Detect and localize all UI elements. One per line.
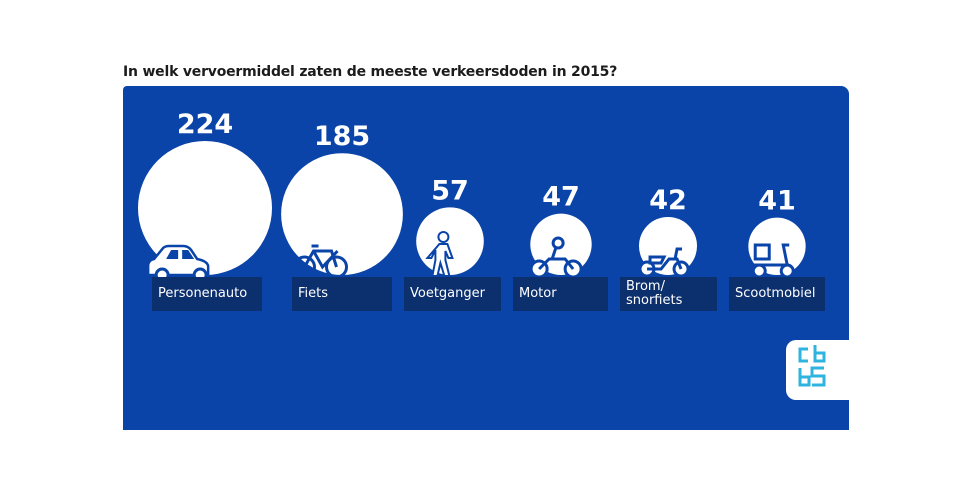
value-label-2: 57	[431, 175, 469, 206]
category-label-1: Fiets	[292, 277, 392, 311]
motorcycle-icon	[529, 236, 583, 279]
value-label-5: 41	[758, 186, 796, 217]
category-label-4: Brom/snorfiets	[620, 277, 717, 311]
value-label-3: 47	[542, 182, 580, 213]
value-label-0: 224	[177, 109, 233, 140]
bubble-chart: 224 185 57 47 42 41	[138, 109, 806, 283]
cbs-logo	[786, 340, 849, 400]
bubble-0	[138, 141, 272, 275]
category-label-3: Motor	[513, 277, 608, 311]
chart-panel: 224 185 57 47 42 41	[123, 86, 849, 430]
category-label-5: Scootmobiel	[729, 277, 825, 311]
pedestrian-icon	[425, 231, 454, 277]
bubble-5	[748, 217, 806, 275]
value-label-1: 185	[314, 121, 370, 152]
cbs-logo-icon	[798, 345, 826, 387]
moped-icon	[638, 247, 690, 278]
mobility-scooter-icon	[751, 243, 795, 279]
category-label-0: Personenauto	[152, 277, 262, 311]
bubble-2	[416, 207, 484, 275]
value-label-4: 42	[649, 185, 687, 216]
chart-title: In welk vervoermiddel zaten de meeste ve…	[123, 64, 618, 80]
category-label-2: Voetganger	[404, 277, 501, 311]
